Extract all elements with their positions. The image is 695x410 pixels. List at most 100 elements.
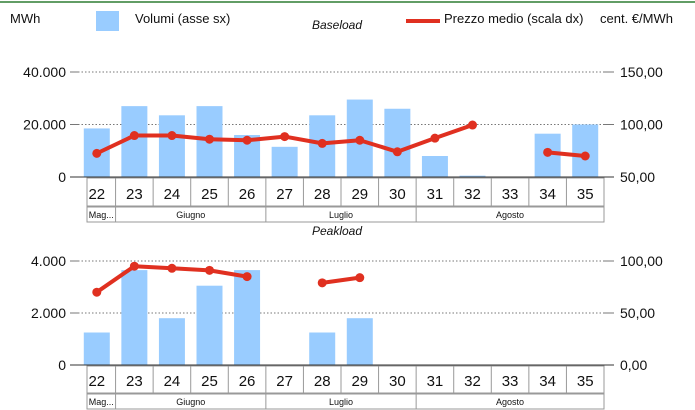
- right-axis-tick-label: 50,00: [620, 305, 655, 321]
- right-axis-tick-label: 50,00: [620, 169, 655, 185]
- category-label: 25: [201, 186, 218, 203]
- category-row-frame: [86, 177, 605, 207]
- baseload-chart: 0 50,00 20.000 100,00 40.000 150,00 22 23 24 25 26…: [23, 64, 663, 223]
- category-label: 31: [427, 373, 444, 390]
- volume-bar: [83, 332, 110, 365]
- category-label: 30: [389, 186, 406, 203]
- left-axis-tick-label: 4.000: [31, 253, 66, 269]
- price-line-segment: [282, 134, 325, 146]
- category-label: 24: [164, 373, 181, 390]
- volume-bar: [572, 124, 599, 177]
- month-row-frame: [86, 206, 605, 223]
- right-axis-tick-label: 100,00: [620, 253, 663, 269]
- volume-bar: [158, 115, 185, 177]
- month-label: Agosto: [496, 210, 524, 220]
- legend-volumes-swatch: [96, 11, 119, 31]
- price-point: [543, 147, 553, 157]
- category-label: 26: [239, 373, 256, 390]
- price-point: [317, 138, 327, 148]
- price-line-segment: [545, 150, 588, 158]
- month-label: Agosto: [496, 397, 524, 407]
- price-point: [430, 133, 440, 143]
- price-point: [242, 272, 252, 282]
- left-axis-tick-label: 2.000: [31, 305, 66, 321]
- price-point: [242, 135, 252, 145]
- volume-bar: [196, 285, 223, 365]
- category-label: 33: [502, 186, 519, 203]
- category-label: 31: [427, 186, 444, 203]
- category-label: 33: [502, 373, 519, 390]
- category-label: 27: [276, 186, 293, 203]
- category-label: 23: [126, 373, 143, 390]
- category-label: 35: [577, 373, 594, 390]
- category-label: 24: [164, 186, 181, 203]
- category-row-frame: [86, 365, 605, 394]
- category-label: 29: [351, 186, 368, 203]
- price-point: [280, 132, 290, 142]
- left-axis-tick-label: 40.000: [23, 64, 66, 80]
- price-point: [580, 151, 590, 161]
- month-label: Giugno: [176, 397, 205, 407]
- price-line-segment: [320, 138, 362, 146]
- peakload-title: Peakload: [312, 224, 362, 238]
- category-label: 34: [539, 186, 556, 203]
- right-axis-tick-label: 0,00: [620, 357, 647, 373]
- baseload-title: Baseload: [312, 18, 362, 32]
- right-axis-tick-label: 100,00: [620, 117, 663, 133]
- volume-bar: [384, 108, 411, 177]
- price-point: [167, 263, 177, 273]
- category-label: 22: [88, 186, 105, 203]
- price-line-segment: [169, 133, 212, 142]
- volume-bar: [346, 318, 373, 365]
- price-point: [355, 135, 365, 145]
- category-label: 30: [389, 373, 406, 390]
- month-label: Mag...: [89, 210, 114, 220]
- price-line-segment: [432, 123, 475, 141]
- category-label: 23: [126, 186, 143, 203]
- right-axis-tick-label: 150,00: [620, 64, 663, 80]
- price-line-segment: [94, 264, 137, 295]
- price-point: [129, 261, 139, 271]
- legend-volumes-label: Volumi (asse sx): [135, 11, 230, 26]
- category-label: 26: [239, 186, 256, 203]
- price-line-segment: [169, 266, 212, 273]
- price-line-segment: [357, 138, 400, 154]
- month-label: Mag...: [89, 397, 114, 407]
- legend-price-label: Prezzo medio (scala dx): [444, 11, 583, 26]
- price-line-segment: [320, 275, 362, 285]
- month-row-frame: [86, 393, 605, 410]
- volume-bar: [234, 270, 261, 365]
- price-point: [317, 278, 327, 288]
- left-axis-tick-label: 0: [58, 357, 66, 373]
- price-line-segment: [132, 264, 174, 271]
- price-point: [355, 273, 365, 283]
- left-axis-tick-label: 0: [58, 169, 66, 185]
- category-label: 28: [314, 373, 331, 390]
- category-label: 27: [276, 373, 293, 390]
- price-point: [92, 287, 102, 297]
- volume-bar: [309, 332, 336, 365]
- category-label: 35: [577, 186, 594, 203]
- volume-bar: [459, 175, 486, 177]
- volume-bar: [158, 318, 185, 365]
- price-line-segment: [245, 134, 287, 143]
- right-unit-label: cent. €/MWh: [600, 11, 673, 26]
- price-point: [92, 148, 102, 158]
- volume-bar: [121, 270, 148, 365]
- month-label: Luglio: [329, 397, 353, 407]
- volume-bar: [271, 146, 298, 177]
- category-label: 32: [464, 373, 481, 390]
- price-line-segment: [94, 133, 137, 156]
- category-label: 28: [314, 186, 331, 203]
- category-label: 25: [201, 373, 218, 390]
- volume-bar: [421, 156, 448, 177]
- peakload-chart: 0 0,00 2.000 50,00 4.000 100,00 22 23 24 25 26 27 28…: [31, 253, 663, 410]
- price-line-segment: [207, 268, 250, 279]
- month-label: Giugno: [176, 210, 205, 220]
- category-label: 22: [88, 373, 105, 390]
- left-unit-label: MWh: [10, 11, 40, 26]
- price-line-segment: [395, 136, 437, 154]
- price-point: [392, 147, 402, 157]
- price-point: [205, 134, 214, 144]
